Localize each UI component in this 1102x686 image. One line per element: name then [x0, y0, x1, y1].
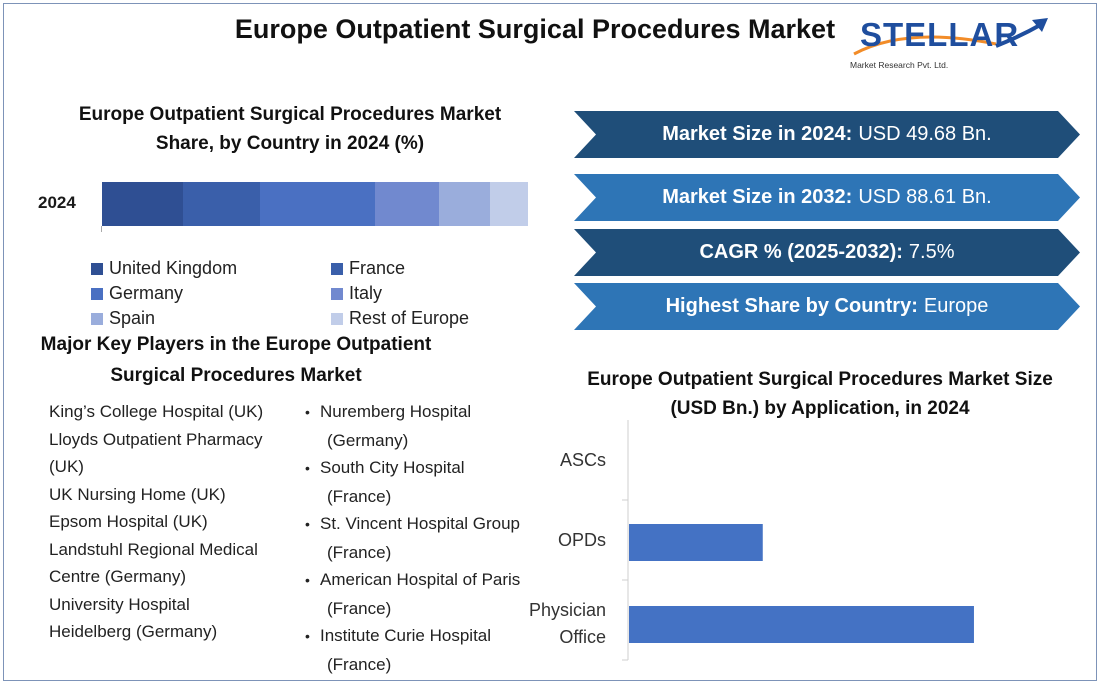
legend-swatch: [331, 262, 343, 275]
legend-item: United Kingdom: [91, 258, 237, 279]
stat-label: Market Size in 2024:: [662, 123, 853, 145]
banner-arrow-shape: [574, 229, 1080, 276]
stat-label: Highest Share by Country:: [665, 295, 918, 317]
application-chart-title: Europe Outpatient Surgical Procedures Ma…: [587, 369, 1053, 419]
bullet-icon: •: [305, 572, 310, 588]
application-bar-chart: ASCs OPDs Physician Office: [529, 420, 974, 661]
share-segment-italy: [374, 182, 439, 226]
player-name: American Hospital of Paris: [320, 570, 521, 589]
share-stacked-bar: [102, 182, 528, 226]
legend-item: Rest of Europe: [331, 308, 469, 329]
player-name: (France): [327, 654, 392, 674]
legend-label: Italy: [349, 283, 383, 303]
legend-label: Rest of Europe: [349, 308, 470, 328]
player-name: St. Vincent Hospital Group: [320, 514, 521, 533]
player-name: (France): [327, 486, 392, 506]
legend-item: Italy: [331, 283, 382, 304]
player-line: (UK): [49, 457, 84, 476]
banner-arrow-shape: [574, 111, 1080, 158]
legend-label: France: [349, 258, 406, 278]
logo-swoosh-icon: [853, 18, 1048, 56]
share-segment-united-kingdom: [102, 182, 183, 226]
player-line: (France): [290, 651, 550, 679]
share-segment-germany: [259, 182, 375, 226]
logo-wordmark: STELLAR: [860, 16, 1020, 53]
stat-value: USD 88.61 Bn.: [858, 186, 992, 208]
player-line: • American Hospital of Paris: [290, 566, 550, 595]
stat-banner: CAGR % (2025-2032): 7.5%: [574, 229, 1080, 276]
player-line: (France): [290, 539, 550, 567]
legend-label: Spain: [109, 308, 156, 328]
legend-swatch: [91, 262, 103, 275]
stat-value: 7.5%: [908, 241, 955, 263]
application-category-label: Physician: [529, 600, 606, 620]
player-name: Institute Curie Hospital: [320, 626, 492, 645]
player-line: (France): [290, 595, 550, 623]
player-line: King’s College Hospital (UK): [49, 402, 264, 421]
player-line: Landstuhl Regional Medical: [49, 539, 258, 559]
player-line: Centre (Germany): [49, 567, 186, 586]
player-line: • South City Hospital: [290, 454, 550, 483]
share-axis-tick: [101, 226, 102, 232]
bullet-icon: •: [305, 404, 310, 420]
bullet-icon: •: [305, 628, 310, 644]
player-name: (France): [327, 598, 392, 618]
players-list-left: King’s College Hospital (UK) Lloyds Outpa…: [49, 398, 299, 646]
stat-banner: Market Size in 2032: USD 88.61 Bn.: [574, 174, 1080, 221]
stat-label: CAGR % (2025-2032):: [699, 241, 903, 263]
legend-item: Germany: [91, 283, 183, 304]
player-line: Lloyds Outpatient Pharmacy: [49, 429, 263, 449]
infographic-frame: [3, 3, 1097, 681]
stellar-logo: STELLAR Market Research Pvt. Ltd.: [846, 6, 1056, 78]
legend-label: United Kingdom: [109, 258, 238, 278]
players-list-right: • Nuremberg Hospital (Germany) • South City …: [290, 398, 550, 678]
share-segment-france: [182, 182, 260, 226]
legend-swatch: [331, 312, 343, 325]
legend-item: Spain: [91, 308, 155, 329]
banner-arrow-shape: [574, 283, 1080, 330]
application-category-label: Office: [559, 627, 606, 647]
application-bar: [629, 606, 974, 643]
application-bar: [629, 524, 763, 561]
player-line: UK Nursing Home (UK): [49, 484, 226, 504]
player-name: Nuremberg Hospital: [320, 402, 472, 421]
player-name: South City Hospital: [320, 458, 465, 477]
legend-item: France: [331, 258, 405, 279]
player-line: (Germany): [290, 427, 550, 455]
player-line: • Institute Curie Hospital: [290, 622, 550, 651]
player-line: • Nuremberg Hospital: [290, 398, 550, 427]
share-category-label: 2024: [38, 193, 76, 212]
legend-label: Germany: [109, 283, 184, 303]
legend-swatch: [91, 287, 103, 300]
bullet-icon: •: [305, 460, 310, 476]
banner-arrow-shape: [574, 174, 1080, 221]
player-line: University Hospital: [49, 594, 190, 614]
bullet-icon: •: [305, 516, 310, 532]
player-name: (France): [327, 542, 392, 562]
player-line: Heidelberg (Germany): [49, 622, 218, 641]
legend-swatch: [91, 312, 103, 325]
share-segment-rest-of-europe: [489, 182, 528, 226]
stat-label: Market Size in 2032:: [662, 186, 853, 208]
players-title: Major Key Players in the Europe Outpatie…: [40, 334, 432, 386]
player-line: Epsom Hospital (UK): [49, 512, 208, 531]
page-title: Europe Outpatient Surgical Procedures Ma…: [234, 14, 836, 44]
application-category-label: OPDs: [558, 530, 606, 550]
stat-value: Europe: [923, 295, 989, 317]
player-line: (France): [290, 483, 550, 511]
player-line: • St. Vincent Hospital Group: [290, 510, 550, 539]
player-name: (Germany): [327, 430, 409, 450]
stat-value: USD 49.68 Bn.: [858, 123, 992, 145]
application-category-label: ASCs: [560, 450, 606, 470]
stat-banner: Highest Share by Country: Europe: [574, 283, 1080, 330]
share-chart-title: Europe Outpatient Surgical Procedures Ma…: [78, 104, 502, 154]
share-segment-spain: [438, 182, 490, 226]
legend-swatch: [331, 287, 343, 300]
stat-banner: Market Size in 2024: USD 49.68 Bn.: [574, 111, 1080, 158]
logo-subtitle: Market Research Pvt. Ltd.: [850, 60, 949, 70]
